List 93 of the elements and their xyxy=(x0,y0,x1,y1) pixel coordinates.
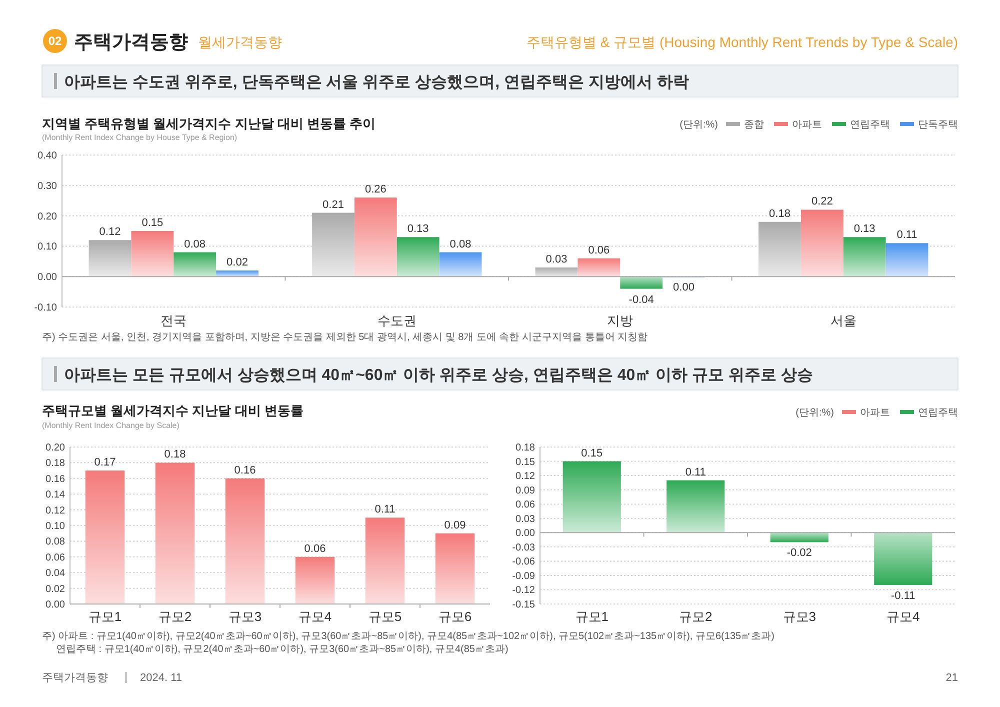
x-tick-label: 규모3 xyxy=(782,609,816,624)
x-tick-label: 수도권 xyxy=(377,313,416,328)
text: 02 xyxy=(48,34,62,48)
legend-label: 종합 xyxy=(744,120,764,130)
text: 아파트는 모든 규모에서 상승했으며 40㎡~60㎡ 이하 위주로 상승, 연립주택은 40㎡ 이하 규모 위주로 상승 xyxy=(64,367,813,384)
text: 21 xyxy=(946,672,958,684)
data-label: 0.22 xyxy=(811,196,833,208)
y-tick-label: 0.02 xyxy=(46,584,66,595)
y-tick-label: 0.20 xyxy=(38,211,58,222)
data-label: 0.21 xyxy=(322,198,344,211)
y-tick-label: -0.12 xyxy=(512,585,536,596)
y-tick-label: 0.04 xyxy=(46,568,66,580)
x-tick-label: 규모5 xyxy=(368,609,402,624)
data-label: 0.08 xyxy=(184,238,206,250)
chart-title: 지역별 주택유형별 월세가격지수 지난달 대비 변동률 추이 xyxy=(42,116,376,131)
data-label: 0.18 xyxy=(164,448,186,461)
text: 2024. 11 xyxy=(140,672,182,684)
y-tick-label: -0.10 xyxy=(34,302,58,314)
data-label: 0.11 xyxy=(374,504,396,516)
data-label: 0.18 xyxy=(769,208,790,220)
y-tick-label: -0.03 xyxy=(512,542,536,554)
data-label: -0.11 xyxy=(890,590,916,602)
y-tick-label: 0.06 xyxy=(46,552,66,564)
y-tick-label: 0.10 xyxy=(38,242,58,253)
y-tick-label: 0.18 xyxy=(516,442,536,454)
data-label: 0.06 xyxy=(588,244,610,256)
text: 주택유형별 & 규모별 (Housing Monthly Rent Trends by Type & Scale) xyxy=(526,34,958,50)
y-tick-label: 0.00 xyxy=(516,528,536,540)
y-tick-label: -0.15 xyxy=(512,600,536,610)
y-tick-label: 0.15 xyxy=(516,456,536,468)
text: (단위:%) xyxy=(680,120,718,130)
data-label: 0.26 xyxy=(364,184,386,196)
data-label: 0.15 xyxy=(142,217,164,229)
data-label: 0.08 xyxy=(450,238,472,250)
y-tick-label: 0.06 xyxy=(516,500,536,511)
legend-label: 연립주택 xyxy=(850,120,890,130)
y-tick-label: 0.20 xyxy=(46,442,66,454)
data-label: 0.11 xyxy=(896,229,918,242)
x-tick-label: 서울 xyxy=(830,313,856,328)
y-tick-label: 0.00 xyxy=(38,272,58,284)
x-tick-label: 규모2 xyxy=(679,609,712,624)
x-tick-label: 규모2 xyxy=(158,609,192,624)
data-label: 0.13 xyxy=(407,223,429,236)
y-tick-label: 0.16 xyxy=(46,474,66,485)
y-tick-label: 0.30 xyxy=(38,180,58,192)
data-label: 0.03 xyxy=(546,253,568,266)
data-label: 0.00 xyxy=(673,282,694,294)
data-label: -0.04 xyxy=(628,294,654,306)
x-tick-label: 규모4 xyxy=(886,609,920,624)
y-tick-label: 0.12 xyxy=(516,471,536,482)
x-tick-label: 규모1 xyxy=(88,609,122,624)
x-tick-label: 규모6 xyxy=(438,609,472,624)
data-label: 0.15 xyxy=(581,447,603,460)
text: 주) 아파트 : 규모1(40㎡이하), 규모2(40㎡초과~60㎡이하), 규모3(60㎡초과~85㎡이하), 규모4(85㎡초과~102㎡이하), 규모5(102㎡초과~135㎡이하), 규모6(135㎡초과) xyxy=(42,631,774,642)
data-label: 0.17 xyxy=(94,456,116,469)
x-tick-label: 규모1 xyxy=(575,609,608,624)
text: 월세가격동향 xyxy=(198,34,282,50)
data-label: 0.12 xyxy=(99,226,121,238)
y-tick-label: 0.03 xyxy=(516,514,536,525)
x-tick-label: 규모3 xyxy=(228,609,262,624)
legend-label: 연립주택 xyxy=(918,408,958,418)
text: (단위:%) xyxy=(796,408,834,418)
x-tick-label: 규모4 xyxy=(298,609,332,624)
y-tick-label: 0.08 xyxy=(46,536,66,548)
text: 아파트는 수도권 위주로, 단독주택은 서울 위주로 상승했으며, 연립주택은 지방에서 하락 xyxy=(64,74,689,91)
y-tick-label: 0.12 xyxy=(46,505,66,516)
y-tick-label: -0.09 xyxy=(512,570,536,582)
y-tick-label: -0.06 xyxy=(512,556,536,568)
chart-subtitle: (Monthly Rent Index Change by Scale) xyxy=(42,421,180,430)
x-tick-label: 전국 xyxy=(160,313,187,328)
legend-label: 아파트 xyxy=(792,120,822,130)
data-label: -0.02 xyxy=(786,547,812,560)
y-tick-label: 0.09 xyxy=(516,485,536,496)
legend-label: 단독주택 xyxy=(918,120,958,130)
chart-title: 주택규모별 월세가격지수 지난달 대비 변동률 xyxy=(42,403,304,418)
data-label: 0.02 xyxy=(226,256,248,269)
y-tick-label: 0.00 xyxy=(46,600,66,610)
text: 주택가격동향 xyxy=(42,672,108,684)
y-tick-label: 0.10 xyxy=(46,521,66,532)
x-tick-label: 지방 xyxy=(607,313,634,328)
data-label: 0.11 xyxy=(685,466,706,478)
data-label: 0.16 xyxy=(234,464,256,476)
text: 연립주택 : 규모1(40㎡이하), 규모2(40㎡초과~60㎡이하), 규모3(60㎡초과~85㎡이하), 규모4(85㎡초과) xyxy=(56,644,508,655)
y-tick-label: 0.14 xyxy=(46,490,66,501)
y-tick-label: 0.18 xyxy=(46,458,66,470)
text: 주) 수도권은 서울, 인천, 경기지역을 포함하며, 지방은 수도권을 제외한 5대 광역시, 세종시 및 8개 도에 속한 시군구지역을 통틀어 지칭함 xyxy=(42,332,648,343)
data-label: 0.06 xyxy=(304,542,326,555)
data-label: 0.09 xyxy=(444,519,466,532)
data-label: 0.13 xyxy=(854,223,876,236)
chart-subtitle: (Monthly Rent Index Change by House Type & Region) xyxy=(42,133,238,142)
legend-label: 아파트 xyxy=(860,408,890,418)
text: 주택가격동향 xyxy=(74,32,188,53)
y-tick-label: 0.40 xyxy=(38,150,58,162)
